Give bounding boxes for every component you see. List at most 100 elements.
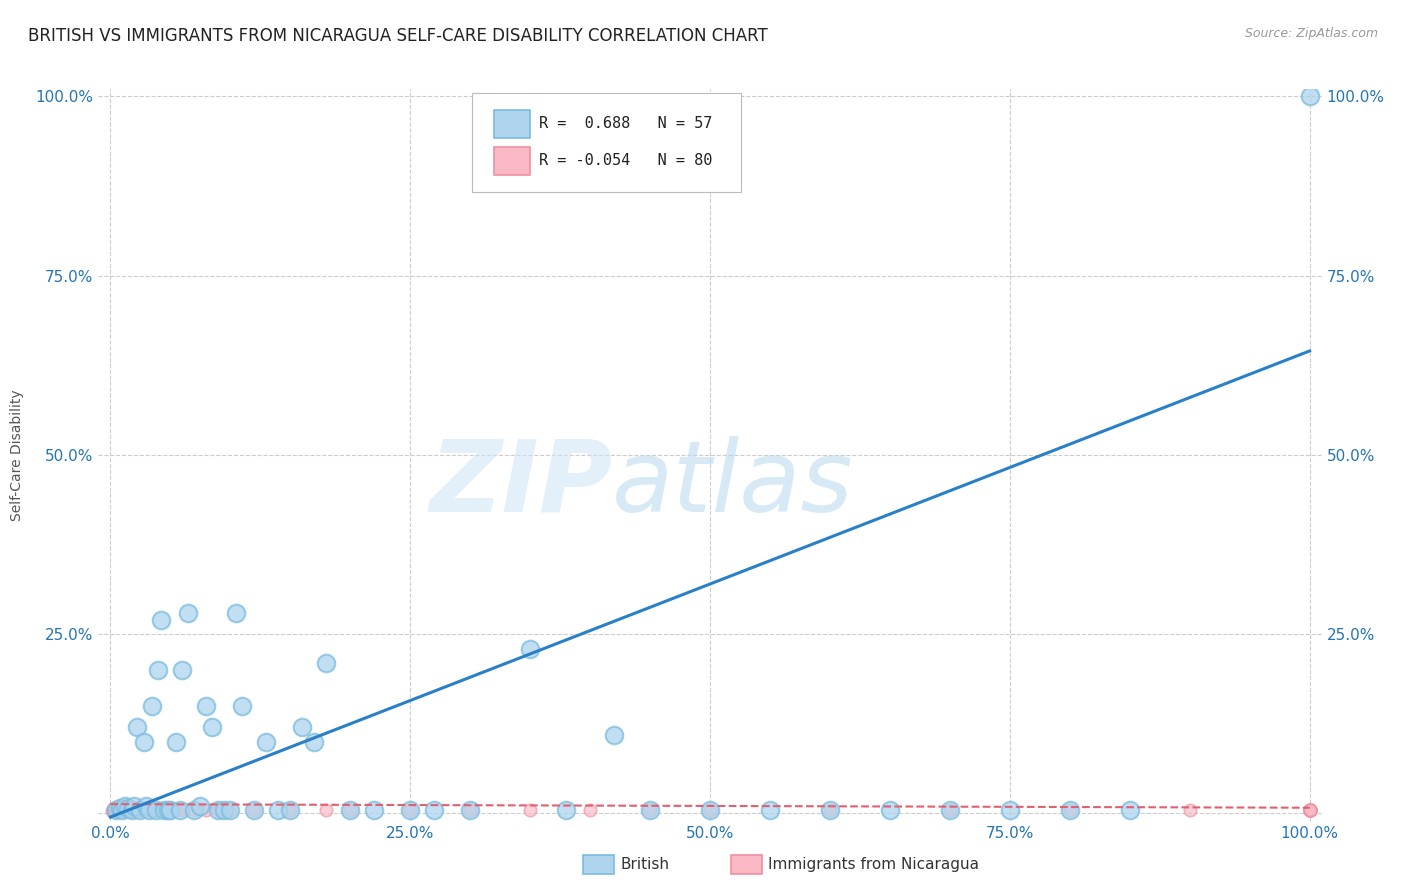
Point xyxy=(132,803,155,817)
Point xyxy=(148,663,170,677)
Point xyxy=(103,801,125,815)
Point xyxy=(1119,803,1142,817)
Point xyxy=(131,803,153,817)
Point xyxy=(201,720,224,734)
Point xyxy=(638,803,661,817)
Point xyxy=(159,803,181,817)
Point xyxy=(254,735,277,749)
Point xyxy=(117,804,139,818)
Point xyxy=(100,804,122,818)
Point xyxy=(148,803,170,817)
Point xyxy=(105,801,128,815)
Point xyxy=(207,803,229,817)
Point xyxy=(267,803,290,817)
Point xyxy=(156,803,179,817)
Point xyxy=(177,606,200,620)
Point xyxy=(114,799,136,814)
Point xyxy=(339,803,361,817)
Point xyxy=(135,799,157,814)
Point xyxy=(141,803,163,817)
Point xyxy=(101,802,124,816)
Point xyxy=(183,803,205,817)
Point xyxy=(125,803,148,817)
Text: British: British xyxy=(620,857,669,871)
Point xyxy=(231,698,253,713)
Point xyxy=(1298,803,1320,817)
Point xyxy=(124,799,146,814)
Point xyxy=(141,698,163,713)
Point xyxy=(114,803,136,817)
Text: Immigrants from Nicaragua: Immigrants from Nicaragua xyxy=(768,857,979,871)
Y-axis label: Self-Care Disability: Self-Care Disability xyxy=(10,389,24,521)
Point xyxy=(145,803,167,817)
Point xyxy=(172,803,194,817)
Point xyxy=(112,804,135,818)
Point xyxy=(101,803,124,817)
Text: R =  0.688   N = 57: R = 0.688 N = 57 xyxy=(538,116,713,131)
Point xyxy=(128,803,150,817)
Point xyxy=(138,803,160,817)
Point xyxy=(108,803,131,817)
Point xyxy=(108,801,131,815)
Point xyxy=(108,802,131,816)
Point xyxy=(115,802,138,816)
Point xyxy=(105,803,128,817)
Point xyxy=(998,803,1021,817)
Point xyxy=(278,803,301,817)
Point xyxy=(1298,803,1320,817)
Point xyxy=(579,803,602,817)
Point xyxy=(1298,803,1320,817)
Point xyxy=(117,801,139,815)
Point xyxy=(214,803,236,817)
Point xyxy=(1298,803,1320,817)
Point xyxy=(105,804,128,818)
Point xyxy=(135,803,157,817)
Point xyxy=(195,803,218,817)
Point xyxy=(165,803,187,817)
Text: Source: ZipAtlas.com: Source: ZipAtlas.com xyxy=(1244,27,1378,40)
Point xyxy=(818,803,841,817)
Point xyxy=(111,803,134,817)
Point xyxy=(120,801,142,815)
Text: atlas: atlas xyxy=(612,435,853,533)
Point xyxy=(124,803,146,817)
Point xyxy=(127,803,149,817)
Point xyxy=(315,803,337,817)
Point xyxy=(117,801,139,815)
Point xyxy=(132,803,155,817)
Point xyxy=(207,803,229,817)
Point xyxy=(1298,803,1320,817)
Point xyxy=(188,799,212,814)
Point xyxy=(399,803,422,817)
Point xyxy=(110,801,132,815)
Point xyxy=(132,735,155,749)
FancyBboxPatch shape xyxy=(471,93,741,192)
Point xyxy=(219,803,242,817)
Point xyxy=(124,803,146,817)
Point xyxy=(149,613,172,627)
Point xyxy=(278,803,301,817)
Point xyxy=(1059,803,1081,817)
Point xyxy=(1178,803,1201,817)
Point xyxy=(103,804,125,818)
Point xyxy=(555,803,578,817)
Point xyxy=(104,803,127,817)
Text: ZIP: ZIP xyxy=(429,435,612,533)
Point xyxy=(603,728,626,742)
Point xyxy=(225,606,247,620)
Point xyxy=(108,804,131,818)
Point xyxy=(120,804,142,818)
Point xyxy=(104,802,127,816)
Point xyxy=(1298,89,1320,103)
Point xyxy=(169,803,191,817)
Point xyxy=(519,803,541,817)
Point xyxy=(111,803,134,817)
Point xyxy=(818,803,841,817)
Point xyxy=(122,804,145,818)
Point xyxy=(291,720,314,734)
Point xyxy=(304,735,326,749)
Point xyxy=(458,803,481,817)
Point xyxy=(183,803,205,817)
Point xyxy=(153,803,176,817)
Point xyxy=(145,803,167,817)
